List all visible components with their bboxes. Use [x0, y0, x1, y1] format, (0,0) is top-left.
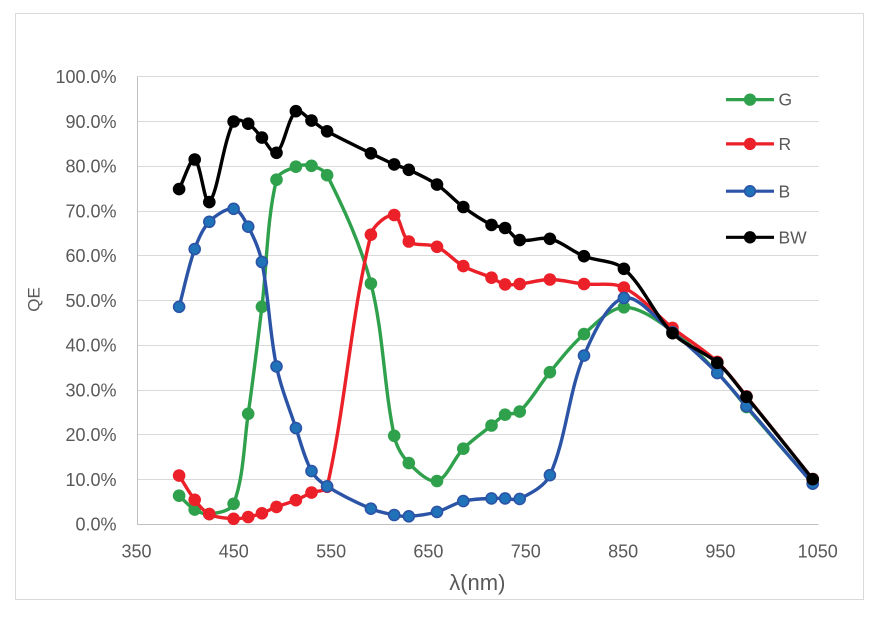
svg-text:40.0%: 40.0% — [65, 336, 116, 356]
svg-text:1050: 1050 — [798, 542, 838, 562]
svg-text:80.0%: 80.0% — [65, 157, 116, 177]
svg-text:550: 550 — [316, 542, 346, 562]
svg-text:G: G — [779, 90, 793, 110]
svg-text:BW: BW — [779, 227, 808, 247]
svg-text:70.0%: 70.0% — [65, 201, 116, 221]
svg-text:20.0%: 20.0% — [65, 425, 116, 445]
svg-text:0.0%: 0.0% — [75, 515, 116, 535]
svg-text:λ(nm): λ(nm) — [449, 570, 505, 595]
svg-text:QE: QE — [24, 287, 43, 312]
svg-text:30.0%: 30.0% — [65, 380, 116, 400]
svg-text:10.0%: 10.0% — [65, 470, 116, 490]
svg-text:450: 450 — [219, 542, 249, 562]
svg-text:60.0%: 60.0% — [65, 246, 116, 266]
svg-text:100.0%: 100.0% — [55, 67, 116, 87]
svg-text:950: 950 — [705, 542, 735, 562]
svg-text:90.0%: 90.0% — [65, 112, 116, 132]
svg-text:R: R — [779, 134, 792, 154]
svg-text:850: 850 — [608, 542, 638, 562]
svg-text:650: 650 — [413, 542, 443, 562]
svg-text:750: 750 — [511, 542, 541, 562]
svg-text:B: B — [779, 181, 791, 201]
svg-text:50.0%: 50.0% — [65, 291, 116, 311]
svg-text:350: 350 — [121, 542, 151, 562]
